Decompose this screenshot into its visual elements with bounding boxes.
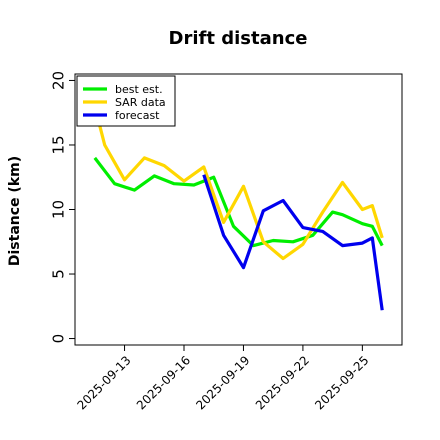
y-tick-label: 15 [49, 135, 67, 154]
series-line-sar-data [93, 105, 384, 261]
series-layer [93, 105, 384, 311]
series-line-best-est- [93, 156, 384, 248]
y-tick-label: 10 [49, 200, 67, 219]
legend-label: best est. [115, 83, 163, 96]
y-tick-label: 0 [49, 334, 67, 344]
y-axis-label: Distance (km) [7, 156, 23, 266]
x-tick-label: 2025-09-13 [74, 353, 133, 412]
legend-label: forecast [115, 109, 160, 122]
y-tick-label: 5 [49, 269, 67, 279]
x-tick-label: 2025-09-19 [193, 353, 252, 412]
y-tick-label: 20 [49, 71, 67, 90]
legend-label: SAR data [115, 96, 166, 109]
series-line-forecast [202, 174, 384, 311]
x-tick-label: 2025-09-25 [312, 353, 371, 412]
x-tick-label: 2025-09-16 [134, 353, 193, 412]
chart-title: Drift distance [169, 28, 308, 49]
x-tick-label: 2025-09-22 [253, 353, 312, 412]
